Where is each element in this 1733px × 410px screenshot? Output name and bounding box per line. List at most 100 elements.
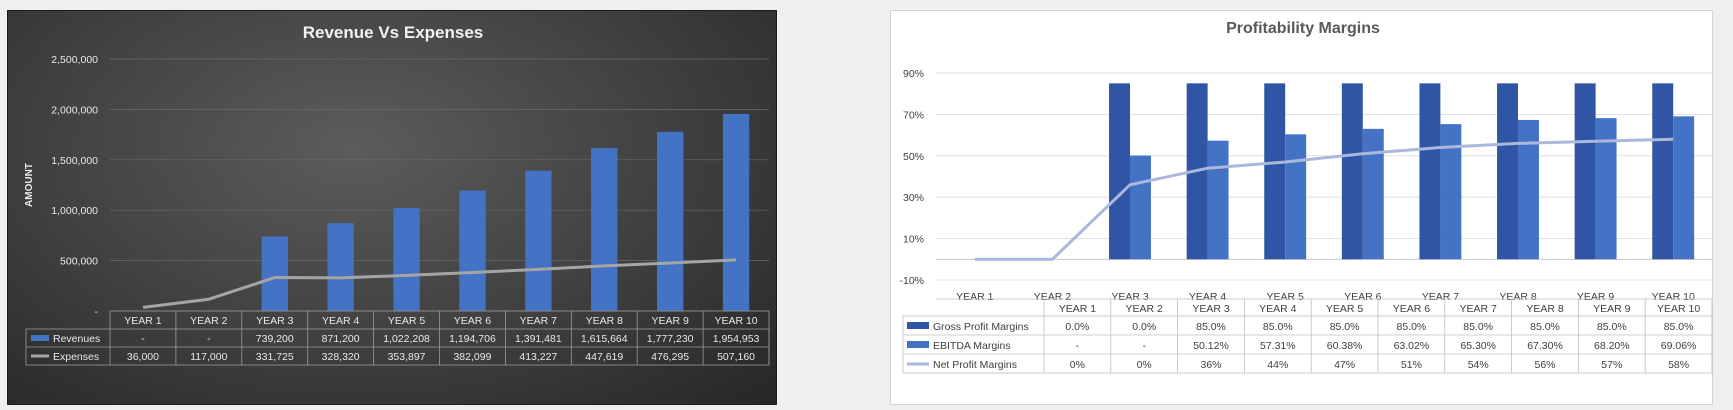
table-value: 51% — [1401, 359, 1422, 371]
table-value: 507,160 — [717, 351, 755, 363]
table-value: 60.38% — [1327, 340, 1363, 352]
table-value: 0% — [1137, 359, 1152, 371]
table-value: 85.0% — [1330, 321, 1360, 333]
ebitda-margin-bar — [1130, 155, 1151, 260]
ebitda-margin-bar — [1595, 118, 1617, 260]
x-category-label: YEAR 8 — [1499, 291, 1537, 303]
table-value: 328,320 — [322, 351, 360, 363]
table-value: 0% — [1070, 359, 1085, 371]
table-value: 50.12% — [1193, 340, 1229, 352]
legend-key — [907, 341, 929, 348]
x-category-label: YEAR 7 — [1422, 291, 1460, 303]
chart-title: Profitability Margins — [1226, 20, 1380, 37]
x-category-label: YEAR 4 — [1189, 291, 1227, 303]
table-value: 69.06% — [1661, 340, 1697, 352]
table-value: 85.0% — [1664, 321, 1694, 333]
y-tick-label: 1,500,000 — [51, 155, 98, 167]
table-header: YEAR 6 — [1393, 303, 1431, 315]
x-category-label: YEAR 10 — [714, 315, 757, 327]
table-header: YEAR 9 — [1593, 303, 1631, 315]
table-value: 0.0% — [1065, 321, 1089, 333]
table-value: 54% — [1468, 359, 1489, 371]
x-category-label: YEAR 2 — [1034, 291, 1072, 303]
table-value: 36,000 — [127, 351, 159, 363]
x-category-label: YEAR 8 — [586, 315, 624, 327]
table-value: 1,022,208 — [383, 333, 430, 345]
y-tick-label: 70% — [903, 109, 924, 121]
ebitda-margin-bar — [1362, 128, 1384, 260]
table-value: 85.0% — [1463, 321, 1493, 333]
table-header: YEAR 1 — [1059, 303, 1097, 315]
y-tick-label: 2,000,000 — [51, 104, 98, 116]
revenue-bar — [459, 190, 486, 311]
gross-margin-bar — [1652, 83, 1674, 260]
table-value: 85.0% — [1597, 321, 1627, 333]
legend-entry: Expenses — [53, 351, 99, 363]
table-value: 85.0% — [1397, 321, 1427, 333]
ebitda-margin-bar — [1440, 124, 1462, 260]
table-value: 57.31% — [1260, 340, 1296, 352]
gross-margin-bar — [1109, 83, 1130, 260]
table-header: YEAR 2 — [1126, 303, 1164, 315]
margins-chart-canvas: Profitability Margins -10% 10% 30% 50% 70% 90%… — [899, 20, 1713, 374]
table-value: 1,954,953 — [713, 333, 760, 345]
gross-margin-bar — [1341, 83, 1363, 260]
ebitda-margin-bar — [1518, 119, 1539, 260]
table-value: - — [1142, 340, 1146, 352]
table-value: 67.30% — [1527, 340, 1563, 352]
revenue-chart-canvas: Revenue Vs Expenses AMOUNT - 500,000 1,000,0… — [24, 23, 770, 366]
ebitda-margin-bar — [1673, 116, 1695, 260]
table-value: 44% — [1267, 359, 1288, 371]
table-value: 871,200 — [322, 333, 360, 345]
revenue-bar — [722, 113, 750, 311]
y-tick-label: 1,000,000 — [51, 205, 98, 217]
revenue-bar — [261, 236, 288, 311]
expenses-line — [142, 258, 737, 309]
y-tick-label: 2,500,000 — [51, 54, 98, 66]
table-value: 85.0% — [1530, 321, 1560, 333]
table-value: - — [207, 333, 211, 345]
legend-entry: EBITDA Margins — [933, 340, 1011, 352]
y-tick-label: 50% — [903, 151, 924, 163]
revenue-bar — [525, 170, 552, 311]
table-value: - — [141, 333, 145, 345]
table-value: 56% — [1534, 359, 1555, 371]
table-header: YEAR 8 — [1526, 303, 1564, 315]
x-category-label: YEAR 6 — [1344, 291, 1382, 303]
table-value: 447,619 — [585, 351, 623, 363]
table-header: YEAR 3 — [1192, 303, 1230, 315]
net-profit-line — [974, 137, 1674, 261]
x-category-label: YEAR 1 — [956, 291, 994, 303]
table-header: YEAR 5 — [1326, 303, 1364, 315]
revenue-bar — [656, 131, 684, 311]
x-category-label: YEAR 6 — [454, 315, 492, 327]
table-value: 413,227 — [519, 351, 557, 363]
table-value: 331,725 — [256, 351, 294, 363]
profitability-margins-chart: Profitability Margins -10% 10% 30% 50% 70% 90%… — [890, 10, 1713, 405]
legend-key — [31, 335, 49, 341]
x-category-label: YEAR 4 — [322, 315, 360, 327]
ebitda-margin-bar — [1207, 140, 1229, 260]
table-value: 85.0% — [1263, 321, 1293, 333]
legend-key — [907, 322, 929, 329]
legend-entry: Revenues — [53, 333, 100, 345]
table-value: 353,897 — [388, 351, 426, 363]
table-value: 57% — [1601, 359, 1622, 371]
y-tick-label: 10% — [903, 234, 924, 246]
gross-margin-bar — [1264, 83, 1286, 260]
gross-margin-bar — [1574, 83, 1596, 260]
table-value: 0.0% — [1132, 321, 1156, 333]
table-value: 1,615,664 — [581, 333, 628, 345]
gross-margin-bar — [1419, 83, 1441, 260]
x-category-label: YEAR 3 — [1111, 291, 1149, 303]
ebitda-margin-bar — [1285, 134, 1307, 260]
revenue-bar — [327, 223, 354, 311]
table-value: 1,777,230 — [647, 333, 694, 345]
revenue-bar — [393, 207, 420, 311]
table-value: 739,200 — [256, 333, 294, 345]
legend-entry: Gross Profit Margins — [933, 321, 1029, 333]
table-value: 382,099 — [453, 351, 491, 363]
gross-margin-bar — [1497, 83, 1518, 260]
table-value: 58% — [1668, 359, 1689, 371]
x-category-label: YEAR 9 — [1577, 291, 1615, 303]
